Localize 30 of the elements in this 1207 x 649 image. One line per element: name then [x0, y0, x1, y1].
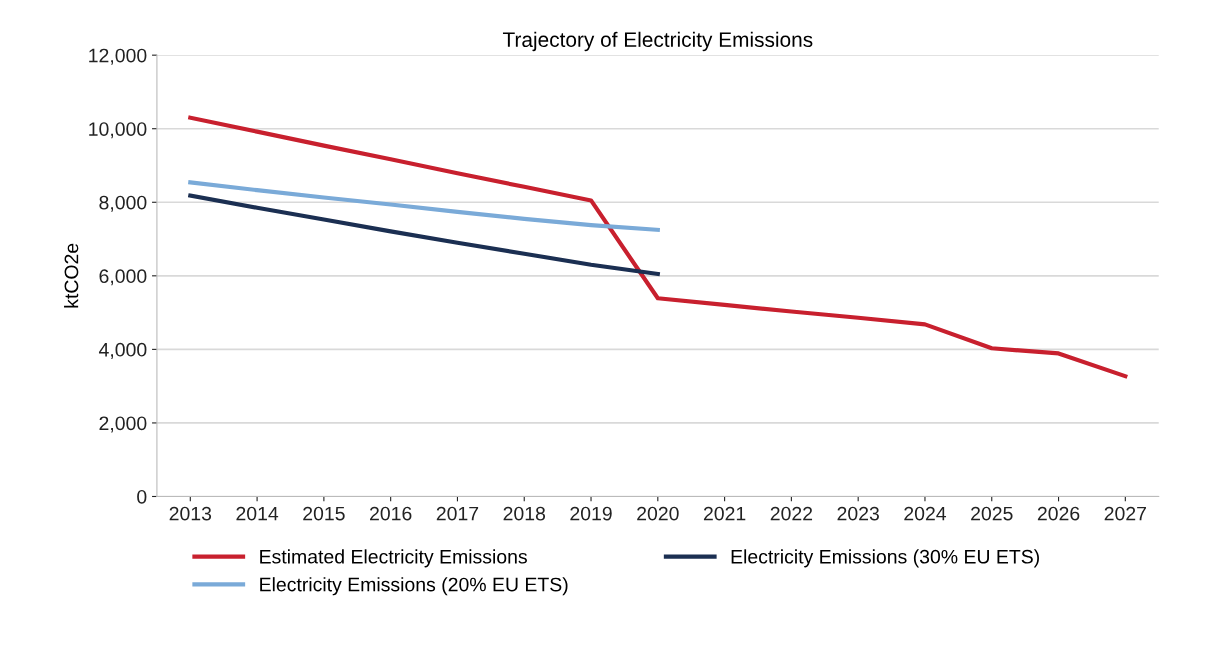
y-tick-label: 10,000	[89, 122, 147, 139]
legend-label: Electricity Emissions (20% EU ETS)	[260, 577, 568, 596]
x-tick-label: 2024	[904, 506, 947, 521]
y-tick-label: 12,000	[89, 48, 147, 65]
x-tick-label: 2022	[770, 506, 813, 521]
y-tick-label: 6,000	[99, 269, 147, 286]
x-tick-label: 2013	[169, 506, 212, 521]
x-tick-label: 2017	[436, 506, 479, 521]
x-tick-label: 2021	[703, 506, 746, 521]
y-axis-title: ktCO2e	[64, 243, 79, 308]
line-series	[188, 193, 660, 277]
x-tick-label: 2023	[837, 506, 879, 521]
x-tick-label: 2027	[1104, 506, 1146, 521]
x-tick-label: 2014	[236, 506, 279, 521]
x-tick-label: 2026	[1037, 506, 1080, 521]
y-tick-label: 8,000	[99, 195, 147, 212]
y-tick-label: 4,000	[98, 342, 147, 359]
x-tick-label: 2018	[503, 506, 546, 521]
chart-title: Trajectory of Electricity Emissions	[502, 31, 813, 52]
y-tick-label: 2,000	[99, 416, 147, 433]
x-tick-label: 2025	[971, 506, 1013, 521]
x-tick-label: 2019	[570, 506, 612, 521]
x-tick-label: 2020	[637, 506, 679, 521]
x-tick-label: 2016	[370, 506, 412, 521]
y-tick-label: 0	[137, 489, 147, 504]
line-series	[188, 115, 1128, 379]
x-tick-label: 2015	[303, 506, 345, 521]
line-series	[188, 180, 660, 232]
legend-label: Estimated Electricity Emissions	[260, 549, 527, 568]
legend-label: Electricity Emissions (30% EU ETS)	[731, 549, 1039, 568]
